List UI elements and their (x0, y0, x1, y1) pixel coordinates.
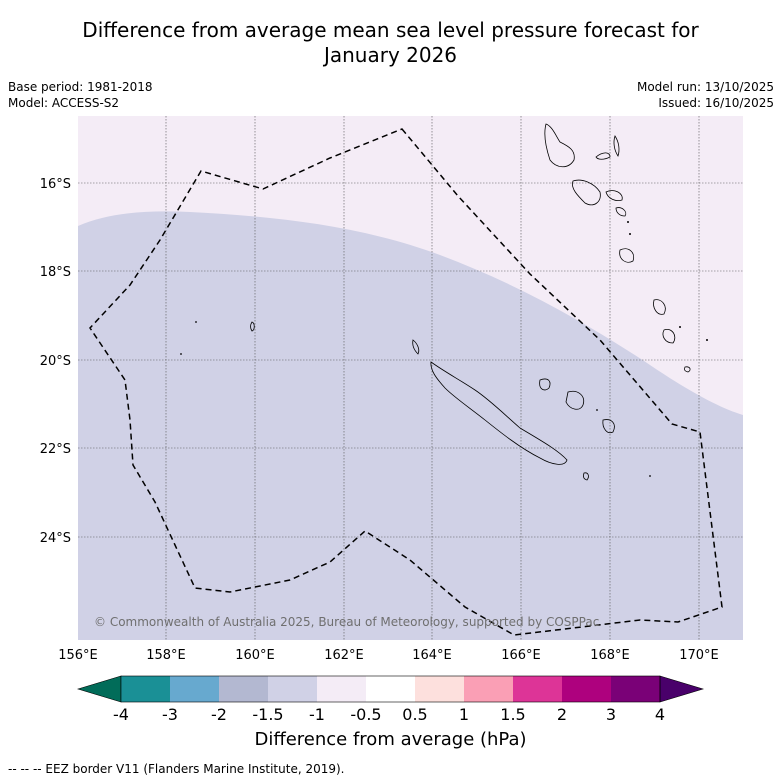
issued-date: Issued: 16/10/2025 (658, 96, 774, 110)
lon-label-158: 158°E (146, 648, 186, 663)
map-area: © Commonwealth of Australia 2025, Bureau… (78, 116, 743, 640)
aneityum-island (684, 366, 691, 373)
graticule (78, 116, 743, 640)
colorbar-label-2: -2 (211, 705, 227, 724)
longitude-labels: 156°E 158°E 160°E 162°E 164°E 166°E 168°… (58, 648, 719, 663)
colorbar-label-8: 1.5 (500, 705, 525, 724)
ouvea-island (539, 378, 551, 391)
meta-left: Base period: 1981-2018 Model: ACCESS-S2 (8, 79, 153, 111)
model-run: Model run: 13/10/2025 (636, 80, 774, 94)
lat-label-24: 24°S (40, 531, 71, 546)
belep-island (412, 339, 420, 355)
region-minus-1.5-to-minus-1 (78, 211, 743, 640)
lifou-island (565, 390, 585, 410)
colorbar-label-4: -1 (309, 705, 325, 724)
colorbar-frame (120, 675, 661, 703)
coastlines (250, 123, 691, 481)
mare-island (602, 419, 615, 434)
colorbar-boxes (121, 676, 661, 702)
lat-label-22: 22°S (40, 442, 71, 457)
colorbar-extend-low (76, 675, 122, 703)
chart-title-line-2: January 2026 (323, 43, 458, 67)
chart-title-line-1: Difference from average mean sea level p… (82, 18, 699, 42)
colorbar-labels: -4 -3 -2 -1.5 -1 -0.5 0.5 1 1.5 2 3 4 (113, 705, 665, 724)
lat-label-18: 18°S (40, 265, 71, 280)
colorbar-title: Difference from average (hPa) (254, 729, 527, 750)
colorbar-box-9 (562, 676, 612, 702)
epi-island (615, 207, 627, 217)
lon-label-162: 162°E (324, 648, 364, 663)
colorbar-label-7: 1 (459, 705, 469, 724)
colorbar-extend-high (659, 675, 705, 703)
colorbar-box-6 (415, 676, 465, 702)
tanna-island (662, 329, 676, 344)
colorbar-box-3 (268, 676, 318, 702)
colorbar-box-2 (219, 676, 269, 702)
small-islets (180, 221, 708, 477)
lat-label-20: 20°S (40, 354, 71, 369)
base-period: Base period: 1981-2018 (8, 80, 153, 94)
chart-title: Difference from average mean sea level p… (0, 18, 781, 68)
lon-label-168: 168°E (590, 648, 630, 663)
ambae-island (595, 152, 611, 160)
espiritu-santo-coast (544, 123, 575, 168)
eez-legend-note: -- -- -- EEZ border V11 (Flanders Marine… (8, 762, 345, 776)
colorbar-label-9: 2 (557, 705, 567, 724)
colorbar-label-3: -1.5 (252, 705, 283, 724)
lat-label-16: 16°S (40, 177, 71, 192)
eez-border (89, 128, 723, 636)
lon-label-156: 156°E (58, 648, 98, 663)
ambrym-island (605, 190, 623, 201)
lon-label-166: 166°E (501, 648, 541, 663)
erromango-island (653, 299, 666, 315)
colorbar-label-6: 0.5 (402, 705, 427, 724)
model-name: Model: ACCESS-S2 (8, 96, 120, 110)
colorbar-box-4 (317, 676, 367, 702)
colorbar-label-11: 4 (655, 705, 665, 724)
colorbar-label-1: -3 (162, 705, 178, 724)
chesterfield-reef (250, 321, 255, 332)
colorbar-box-5 (366, 676, 416, 702)
lon-label-160: 160°E (235, 648, 275, 663)
efate-island (619, 248, 635, 263)
pentecost-island (613, 135, 620, 157)
colorbar-label-5: -0.5 (350, 705, 381, 724)
new-caledonia-coast (430, 361, 568, 465)
copyright-notice: © Commonwealth of Australia 2025, Bureau… (94, 615, 599, 629)
lon-label-164: 164°E (412, 648, 452, 663)
colorbar: -4 -3 -2 -1.5 -1 -0.5 0.5 1 1.5 2 3 4 (76, 675, 705, 724)
colorbar-box-7 (464, 676, 514, 702)
colorbar-box-1 (170, 676, 220, 702)
latitude-labels: 16°S 18°S 20°S 22°S 24°S (40, 177, 71, 546)
colorbar-box-10 (611, 676, 661, 702)
colorbar-box-0 (121, 676, 171, 702)
meta-right: Model run: 13/10/2025 Issued: 16/10/2025 (637, 79, 774, 111)
isle-of-pines (583, 472, 589, 481)
colorbar-label-0: -4 (113, 705, 129, 724)
malakula-island (571, 179, 601, 206)
colorbar-box-8 (513, 676, 563, 702)
colorbar-label-10: 3 (606, 705, 616, 724)
lon-label-170: 170°E (679, 648, 719, 663)
